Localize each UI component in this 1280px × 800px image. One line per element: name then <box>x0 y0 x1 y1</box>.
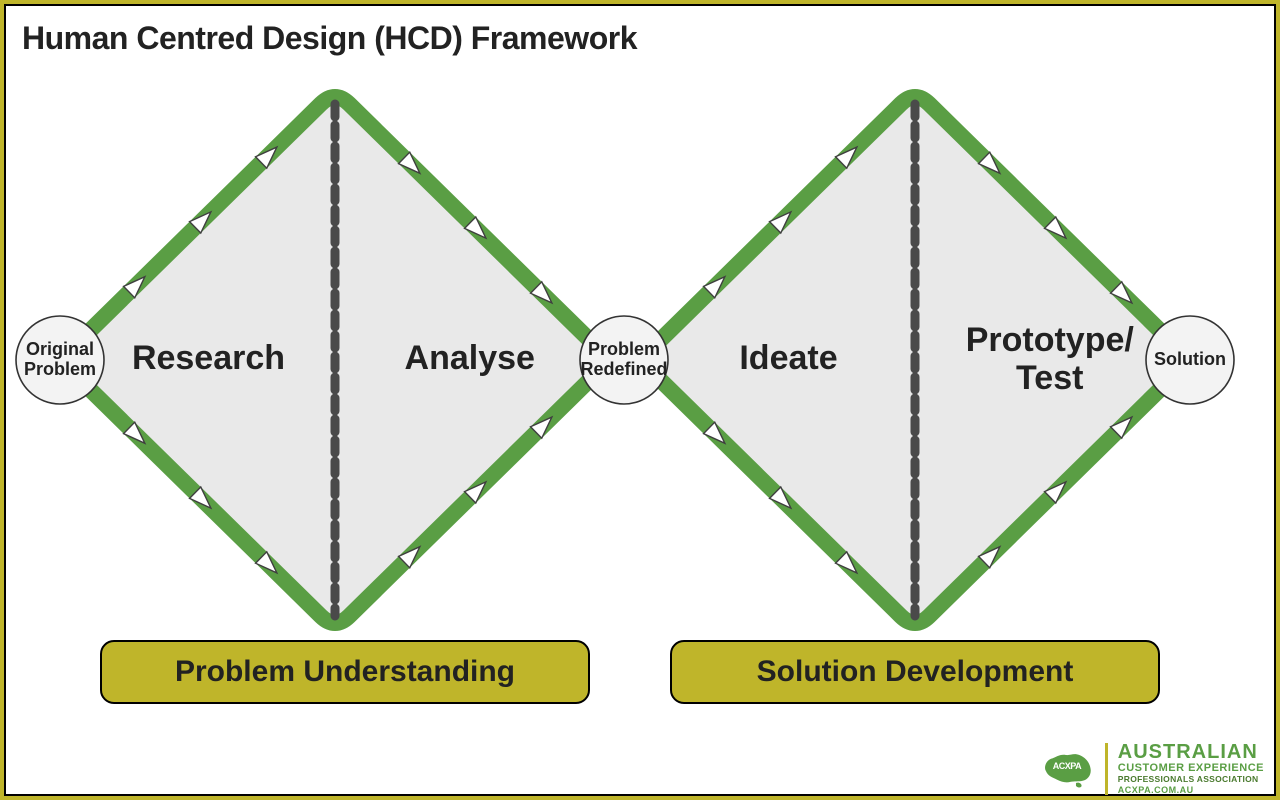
node-label: OriginalProblem <box>24 339 96 379</box>
logo-line-2: CUSTOMER EXPERIENCE <box>1118 763 1264 775</box>
node-label: Solution <box>1154 349 1226 369</box>
node-label: ProblemRedefined <box>580 339 667 379</box>
phase-box-problem-understanding: Problem Understanding <box>100 640 590 704</box>
node-problem-redefined: ProblemRedefined <box>580 316 668 404</box>
phase-label: Problem Understanding <box>175 655 515 689</box>
diamond-solution-development: IdeatePrototype/Test <box>647 97 1183 623</box>
diamond-problem-understanding: Research Analyse <box>67 97 603 623</box>
node-solution: Solution <box>1146 316 1234 404</box>
phase-box-solution-development: Solution Development <box>670 640 1160 704</box>
logo-badge-text: ACXPA <box>1053 761 1081 771</box>
logo-divider <box>1105 743 1108 795</box>
node-original-problem: OriginalProblem <box>16 316 104 404</box>
stage-label: Ideate <box>739 339 837 377</box>
australia-map-icon: ACXPA <box>1039 749 1095 789</box>
logo-line-1: AUSTRALIAN <box>1118 742 1264 763</box>
stage-label: Analyse <box>405 339 535 377</box>
branding-logo: ACXPA AUSTRALIAN CUSTOMER EXPERIENCE PRO… <box>1039 742 1264 795</box>
logo-line-3: PROFESSIONALS ASSOCIATION <box>1118 775 1264 784</box>
phase-label: Solution Development <box>757 655 1074 689</box>
logo-text-block: AUSTRALIAN CUSTOMER EXPERIENCE PROFESSIO… <box>1118 742 1264 795</box>
stage-label: Research <box>132 339 285 377</box>
logo-line-4: ACXPA.COM.AU <box>1118 786 1264 795</box>
